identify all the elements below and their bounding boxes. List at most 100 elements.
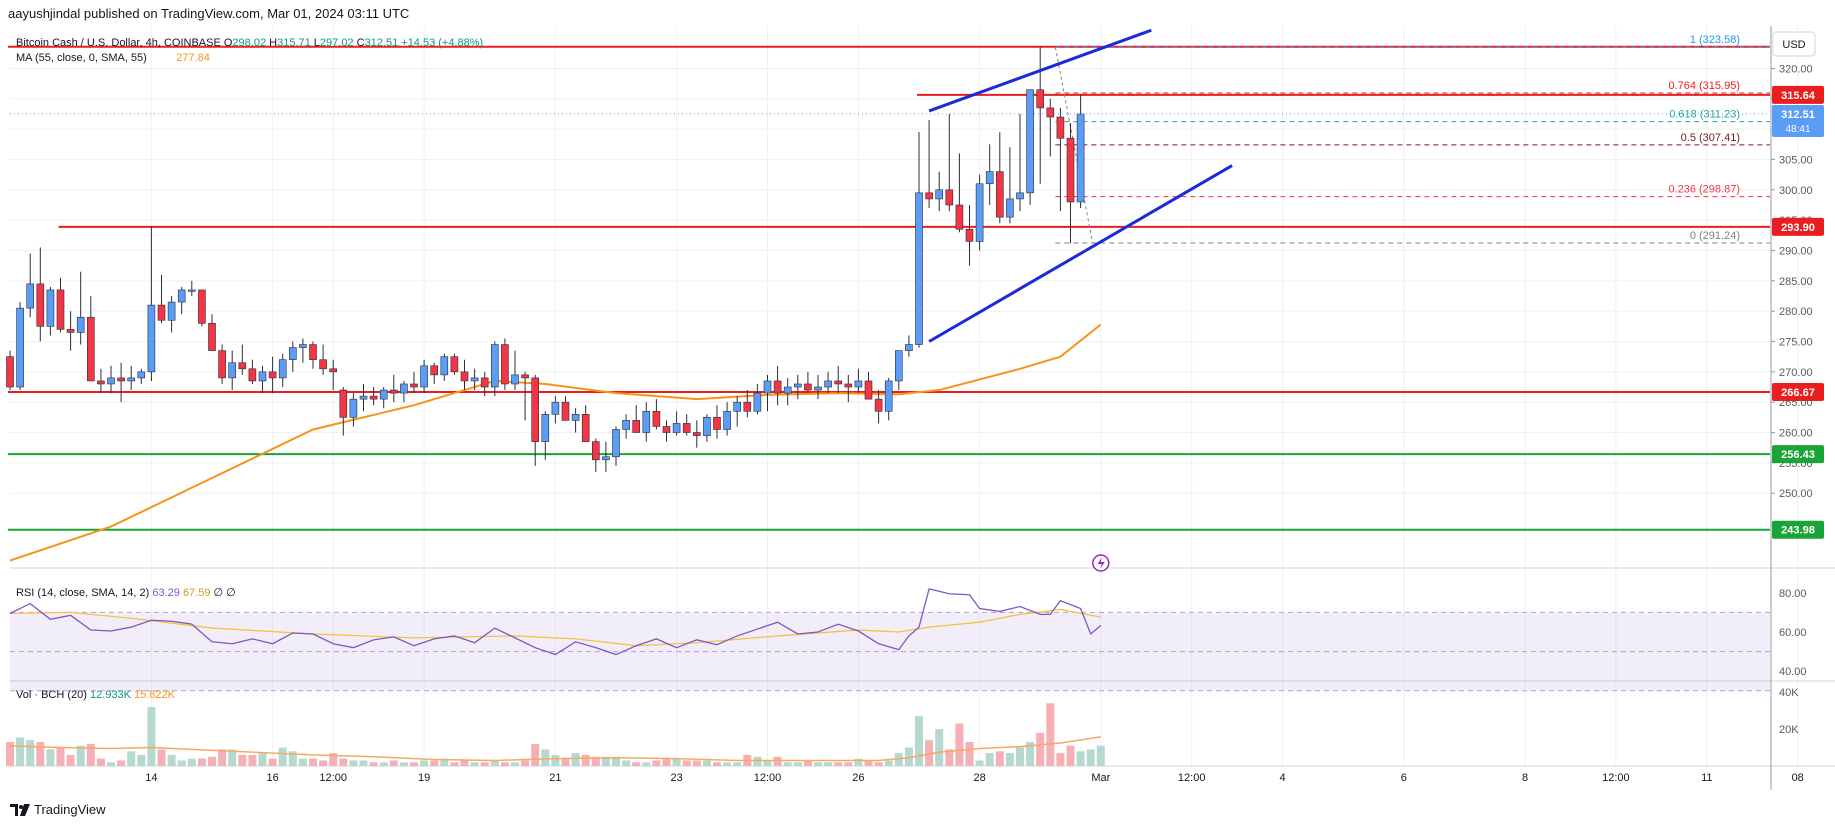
price-axis-label: 300.00	[1779, 185, 1813, 197]
volume-bar	[935, 729, 944, 766]
candle-body	[299, 344, 307, 348]
currency-label: USD	[1782, 39, 1805, 51]
volume-bar	[218, 749, 227, 766]
fib-level-label: 0 (291.24)	[1690, 230, 1740, 242]
volume-bar	[854, 758, 863, 766]
volume-bar	[197, 758, 206, 766]
volume-bar	[612, 756, 620, 766]
candle-body	[692, 432, 701, 436]
candle-body	[541, 414, 550, 442]
time-axis-label: 21	[549, 772, 561, 784]
change-value: +14.53 (+4.88%)	[401, 37, 483, 49]
volume-bar	[167, 754, 176, 766]
tradingview-logo[interactable]: TradingView	[10, 802, 106, 817]
volume-bar	[985, 753, 994, 766]
candle-body	[773, 380, 782, 394]
candle-body	[309, 344, 317, 361]
fibonacci-retracement: 1 (323.58) 0.764 (315.95) 0.618 (311.23) 0.…	[1054, 34, 1770, 244]
candle-body	[379, 389, 388, 400]
volume-bar	[410, 762, 418, 766]
candle-body	[1076, 113, 1085, 203]
volume-bar	[66, 754, 75, 766]
volume-bar	[177, 760, 186, 766]
ohlc-value: 298.02	[232, 37, 269, 49]
candle-body	[450, 356, 459, 373]
candle-body	[430, 365, 439, 376]
volume-bar	[480, 762, 489, 766]
volume-bar	[1026, 742, 1035, 766]
volume-bar	[925, 740, 934, 766]
rsi-band	[10, 612, 1770, 691]
candle-body	[561, 401, 570, 421]
publisher-caption: aayushjindal published on TradingView.co…	[8, 6, 410, 21]
volume-bar	[450, 762, 459, 766]
volume-bar	[1096, 745, 1105, 766]
volume-bar	[298, 758, 307, 766]
volume-bar	[137, 754, 146, 766]
price-axis-label: 260.00	[1779, 428, 1813, 440]
volume-bar	[76, 745, 85, 766]
time-axis-label: 23	[670, 772, 682, 784]
rsi-extra-value: ∅	[226, 587, 236, 599]
volume-bar	[915, 716, 923, 766]
volume-bar	[511, 762, 519, 766]
time-axis-label: 4	[1280, 772, 1286, 784]
volume-bar	[581, 754, 590, 766]
volume-bar	[834, 762, 843, 766]
volume-bar	[359, 760, 368, 766]
candle-body	[188, 289, 196, 292]
symbol-legend: Bitcoin Cash / U.S. Dollar, 4h, COINBASE…	[16, 37, 483, 49]
rsi-axis-label: 60.00	[1779, 627, 1807, 639]
fib-level-label: 0.618 (311.23)	[1669, 109, 1740, 121]
candle-body	[874, 398, 883, 412]
currency-button[interactable]: USD	[1772, 31, 1816, 57]
candle-body	[783, 386, 792, 394]
volume-bar	[379, 762, 388, 766]
price-axis-label: 285.00	[1779, 276, 1813, 288]
candle-body	[268, 371, 277, 379]
volume-bar	[248, 754, 257, 766]
volume-bars	[6, 703, 1105, 766]
price-axis-label: 270.00	[1779, 367, 1813, 379]
event-marker-bolt	[1097, 557, 1105, 569]
price-label-text: 315.64	[1781, 90, 1816, 102]
candle-body	[864, 380, 873, 400]
volume-bar	[803, 760, 812, 766]
candle-body	[137, 371, 146, 379]
candle-body	[985, 171, 994, 185]
volume-bar	[591, 756, 600, 766]
candle-body	[460, 371, 469, 382]
volume-bar	[1076, 751, 1085, 766]
candle-body	[743, 401, 752, 412]
price-label-box	[1772, 520, 1824, 539]
last-price-text: 312.51	[1781, 109, 1815, 121]
candle-body	[339, 389, 348, 418]
volume-bar	[995, 751, 1004, 766]
volume-bar	[500, 762, 509, 766]
volume-bar	[601, 756, 610, 766]
time-axis-label: 12:00	[1178, 772, 1206, 784]
rsi-axis-label: 40.00	[1779, 666, 1807, 678]
candle-body	[218, 350, 226, 379]
candle-body	[46, 289, 55, 327]
candle-body	[995, 171, 1004, 218]
ohlc-key: L	[314, 37, 320, 49]
candle-body	[248, 368, 257, 382]
candle-body	[1066, 137, 1075, 203]
volume-bar	[470, 762, 479, 766]
candle-body	[793, 383, 802, 388]
price-axis-label: 305.00	[1779, 154, 1813, 166]
support-price-label: 243.98	[1772, 520, 1824, 539]
ohlc-key: O	[224, 37, 233, 49]
volume-bar	[339, 758, 348, 766]
price-label-text: 293.90	[1781, 222, 1815, 234]
resistance-price-label: 293.90	[1772, 217, 1824, 236]
candle-body	[238, 362, 247, 370]
ohlc-value: 312.51	[365, 37, 402, 49]
candle-body	[531, 377, 540, 442]
volume-bar	[824, 762, 833, 766]
volume-bar	[521, 760, 530, 766]
time-axis-label: 8	[1522, 772, 1528, 784]
rsi-value: 63.29	[152, 587, 183, 599]
